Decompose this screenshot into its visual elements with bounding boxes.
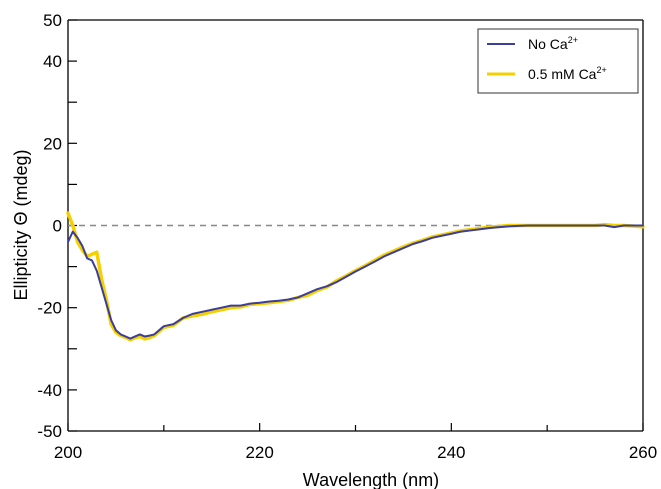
legend-label-no-ca-base: No Ca [528, 36, 568, 52]
x-axis-title: Wavelength (nm) [303, 470, 439, 489]
series-line-ca [66, 211, 645, 342]
x-tick-label: 200 [54, 443, 82, 462]
legend-label-ca-sup: 2+ [596, 65, 606, 75]
y-tick-label: 20 [43, 134, 62, 153]
y-tick-label: 50 [43, 11, 62, 30]
y-tick-label: -40 [37, 381, 62, 400]
x-tick-label: 260 [629, 443, 657, 462]
legend-label-no-ca-sup: 2+ [568, 35, 578, 45]
y-tick-label: -50 [37, 422, 62, 441]
legend-box [477, 28, 639, 94]
legend-label-ca-base: 0.5 mM Ca [528, 66, 597, 82]
y-axis-title: Ellipticity Θ (mdeg) [11, 149, 31, 300]
legend-label-no-ca: No Ca2+ [528, 35, 578, 52]
y-tick-label: 0 [53, 217, 62, 236]
legend: No Ca2+ 0.5 mM Ca2+ [477, 28, 639, 94]
x-tick-label: 240 [437, 443, 465, 462]
series-layer [66, 211, 645, 342]
x-tick-label: 220 [245, 443, 273, 462]
y-tick-label: -20 [37, 299, 62, 318]
y-tick-label: 40 [43, 52, 62, 71]
series-line-no-ca [67, 224, 644, 340]
legend-label-ca: 0.5 mM Ca2+ [528, 65, 607, 82]
